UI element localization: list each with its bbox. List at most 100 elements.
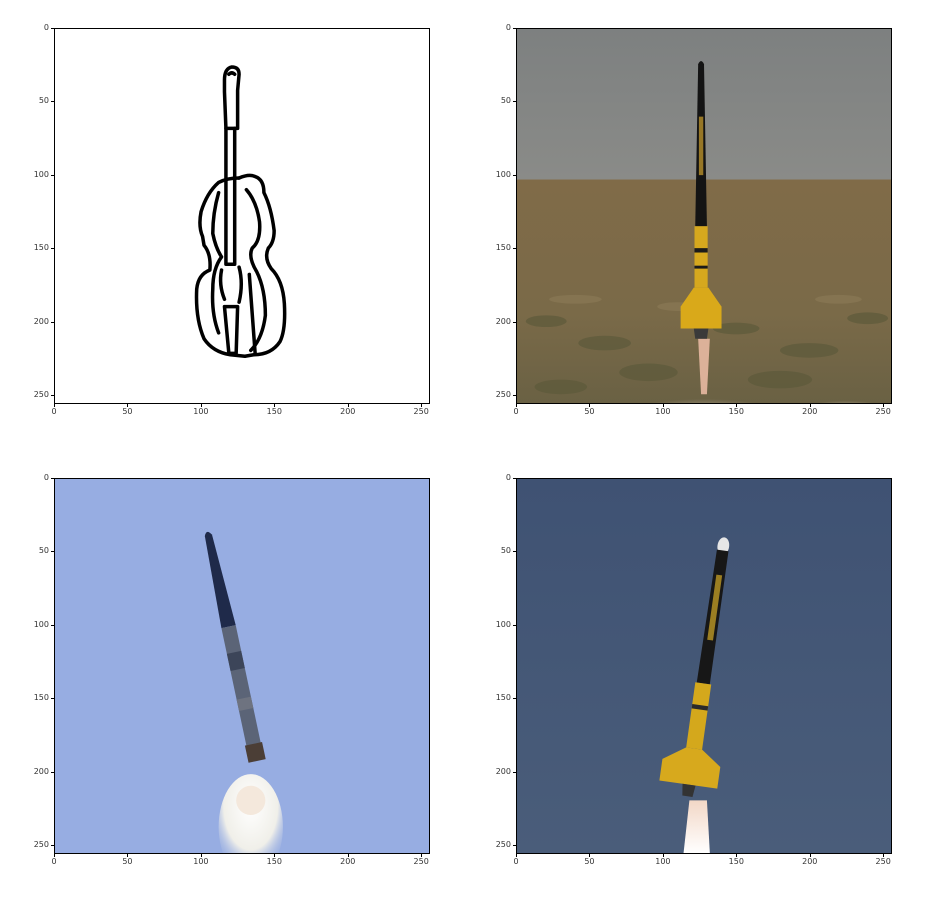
y-tick-mark [51,395,54,397]
y-tick-label: 150 [33,693,49,703]
x-tick-mark [421,404,423,407]
y-tick-label: 200 [495,316,511,326]
y-tick-label: 150 [495,243,511,253]
x-tick-mark [347,854,349,857]
x-tick-mark [274,854,276,857]
y-tick-mark [513,624,516,626]
y-tick-label: 50 [500,96,511,106]
y-tick-mark [513,698,516,700]
y-tick-label: 100 [495,169,511,179]
image-axes [54,28,430,404]
y-tick-mark [513,101,516,103]
y-tick-label: 0 [505,23,511,32]
x-tick-mark [347,404,349,407]
y-tick-label: 0 [43,473,49,482]
y-tick-mark [513,395,516,397]
rocket-light-blue-sky-icon [55,479,429,853]
x-tick-mark [809,854,811,857]
y-tick-mark [51,771,54,773]
y-tick-label: 50 [500,546,511,556]
x-tick-mark [589,854,591,857]
yellow-rocket-field-icon [517,29,891,403]
x-tick-mark [883,854,885,857]
x-tick-label: 100 [193,407,209,416]
x-tick-label: 200 [340,407,356,416]
x-tick-mark [274,404,276,407]
y-tick-label: 250 [33,840,49,850]
x-tick-mark [809,404,811,407]
y-tick-mark [513,174,516,176]
y-tick-label: 0 [43,23,49,32]
y-tick-mark [513,771,516,773]
y-tick-mark [51,624,54,626]
y-tick-mark [51,28,54,29]
y-tick-mark [513,551,516,553]
y-tick-label: 250 [33,390,49,400]
x-tick-label: 150 [728,857,744,866]
x-tick-mark [54,404,55,407]
y-tick-label: 150 [495,693,511,703]
x-tick-mark [200,404,202,407]
y-tick-label: 50 [38,96,49,106]
x-tick-label: 50 [122,857,133,866]
x-tick-mark [54,854,55,857]
x-tick-mark [421,854,423,857]
x-tick-label: 150 [266,407,282,416]
cello-sketch-icon [194,65,287,359]
y-tick-label: 200 [495,766,511,776]
y-tick-mark [513,478,516,479]
y-tick-label: 100 [33,619,49,629]
x-tick-label: 200 [802,407,818,416]
y-tick-label: 50 [38,546,49,556]
x-tick-label: 50 [584,407,595,416]
x-tick-mark [883,404,885,407]
y-tick-label: 0 [505,473,511,482]
y-tick-mark [513,248,516,250]
x-tick-label: 0 [513,857,519,866]
x-tick-mark [516,854,517,857]
x-tick-label: 0 [51,407,57,416]
y-tick-label: 200 [33,766,49,776]
x-tick-mark [736,404,738,407]
x-tick-label: 200 [802,857,818,866]
x-tick-label: 250 [413,407,429,416]
x-tick-label: 250 [875,407,891,416]
x-tick-label: 250 [413,857,429,866]
x-tick-label: 150 [728,407,744,416]
x-tick-label: 50 [122,407,133,416]
y-tick-mark [513,321,516,323]
x-tick-mark [200,854,202,857]
x-tick-mark [127,854,129,857]
y-tick-mark [513,28,516,29]
image-axes [516,478,892,854]
rocket-dark-blue-sky-icon [517,479,891,853]
y-tick-label: 150 [33,243,49,253]
x-tick-mark [127,404,129,407]
y-tick-label: 250 [495,390,511,400]
x-tick-label: 200 [340,857,356,866]
y-tick-mark [51,551,54,553]
x-tick-mark [589,404,591,407]
image-axes [516,28,892,404]
y-tick-mark [51,101,54,103]
image-axes [54,478,430,854]
x-tick-mark [516,404,517,407]
y-tick-mark [51,321,54,323]
y-tick-mark [51,478,54,479]
x-tick-label: 0 [51,857,57,866]
x-tick-label: 100 [655,407,671,416]
y-tick-mark [51,174,54,176]
x-tick-label: 100 [193,857,209,866]
y-tick-label: 100 [33,169,49,179]
y-tick-mark [51,845,54,847]
x-tick-label: 150 [266,857,282,866]
x-tick-label: 250 [875,857,891,866]
x-tick-mark [662,854,664,857]
x-tick-label: 100 [655,857,671,866]
x-tick-label: 50 [584,857,595,866]
x-tick-mark [736,854,738,857]
x-tick-label: 0 [513,407,519,416]
x-tick-mark [662,404,664,407]
y-tick-label: 250 [495,840,511,850]
y-tick-mark [51,698,54,700]
